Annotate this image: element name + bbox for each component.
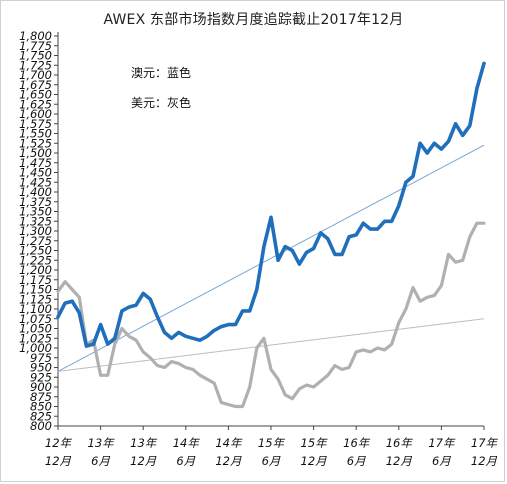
y-tick-label: 1,750 xyxy=(19,49,52,63)
y-tick-label: 1,675 xyxy=(19,78,52,92)
y-tick-label: 1,350 xyxy=(19,205,52,219)
y-tick-label: 825 xyxy=(30,409,52,423)
x-tick-label-year: 13年 xyxy=(130,436,158,450)
y-tick-label: 1,000 xyxy=(19,341,52,355)
y-tick-label: 925 xyxy=(30,370,52,384)
y-tick-label: 1,550 xyxy=(19,127,52,141)
y-tick-label: 1,075 xyxy=(19,312,52,326)
annotation-aud: 澳元：蓝色 xyxy=(131,66,191,80)
y-tick-label: 1,475 xyxy=(19,156,52,170)
y-tick-label: 1,575 xyxy=(19,117,52,131)
y-tick-label: 800 xyxy=(30,419,52,433)
y-tick-label: 1,650 xyxy=(19,88,52,102)
x-tick-label-year: 15年 xyxy=(258,436,286,450)
y-tick-label: 1,775 xyxy=(19,39,52,53)
x-tick-label-month: 12月 xyxy=(215,454,242,468)
series-line-usd xyxy=(56,221,486,409)
x-tick-label-month: 12月 xyxy=(130,454,157,468)
x-tick-label-year: 17年 xyxy=(471,436,499,450)
y-tick-label: 1,200 xyxy=(19,263,52,277)
x-tick-label-year: 14年 xyxy=(215,436,243,450)
x-tick-label-year: 16年 xyxy=(386,436,414,450)
y-tick-label: 850 xyxy=(30,400,52,414)
y-tick-label: 1,275 xyxy=(19,234,52,248)
x-tick-label-year: 15年 xyxy=(301,436,329,450)
y-tick-label: 950 xyxy=(30,361,52,375)
y-tick-label: 1,250 xyxy=(19,244,52,258)
trend-line xyxy=(57,318,485,372)
x-tick-label-year: 17年 xyxy=(428,436,456,450)
x-axis-ticks: 12年 12月 13年 6月 13年 12月 14年 6月 14年 12月 15年 6月 15年 12月 1… xyxy=(45,426,499,468)
x-tick-label-year: 12年 xyxy=(45,436,73,450)
y-axis-ticks: 8008258508759009259509751,0001,0251,0501… xyxy=(19,29,58,433)
y-tick-label: 1,025 xyxy=(19,331,52,345)
y-tick-label: 900 xyxy=(30,380,52,394)
y-tick-label: 1,450 xyxy=(19,166,52,180)
y-tick-label: 975 xyxy=(30,351,52,365)
x-tick-label-year: 13年 xyxy=(88,436,116,450)
annotation-usd: 美元：灰色 xyxy=(131,96,191,110)
y-tick-label: 1,100 xyxy=(19,302,52,316)
x-tick-label-year: 14年 xyxy=(173,436,201,450)
x-tick-label-month: 6月 xyxy=(176,454,195,468)
y-tick-label: 1,175 xyxy=(19,273,52,287)
x-tick-label-month: 12月 xyxy=(386,454,413,468)
y-tick-label: 1,625 xyxy=(19,97,52,111)
y-tick-label: 1,700 xyxy=(19,68,52,82)
x-tick-label-month: 6月 xyxy=(347,454,366,468)
y-tick-label: 1,500 xyxy=(19,146,52,160)
x-tick-label-month: 6月 xyxy=(91,454,110,468)
x-tick-label-month: 12月 xyxy=(45,454,72,468)
y-tick-label: 1,800 xyxy=(19,29,52,43)
y-tick-label: 1,425 xyxy=(19,175,52,189)
y-tick-label: 1,300 xyxy=(19,224,52,238)
chart-title: AWEX 东部市场指数月度追踪截止2017年12月 xyxy=(103,12,404,28)
y-tick-label: 1,050 xyxy=(19,322,52,336)
y-tick-label: 1,375 xyxy=(19,195,52,209)
series-lines xyxy=(56,61,486,409)
y-tick-label: 1,150 xyxy=(19,283,52,297)
x-tick-label-year: 16年 xyxy=(343,436,371,450)
x-tick-label-month: 6月 xyxy=(262,454,281,468)
x-tick-label-month: 12月 xyxy=(301,454,328,468)
y-tick-label: 1,125 xyxy=(19,292,52,306)
trend-line xyxy=(57,144,485,372)
y-tick-label: 1,400 xyxy=(19,185,52,199)
y-tick-label: 1,725 xyxy=(19,58,52,72)
trend-lines xyxy=(57,144,485,372)
y-tick-label: 1,525 xyxy=(19,136,52,150)
y-tick-label: 1,325 xyxy=(19,214,52,228)
series-line-aud xyxy=(56,61,486,348)
x-tick-label-month: 6月 xyxy=(432,454,451,468)
y-tick-label: 1,600 xyxy=(19,107,52,121)
y-tick-label: 875 xyxy=(30,390,52,404)
y-tick-label: 1,225 xyxy=(19,253,52,267)
x-tick-label-month: 12月 xyxy=(471,454,498,468)
